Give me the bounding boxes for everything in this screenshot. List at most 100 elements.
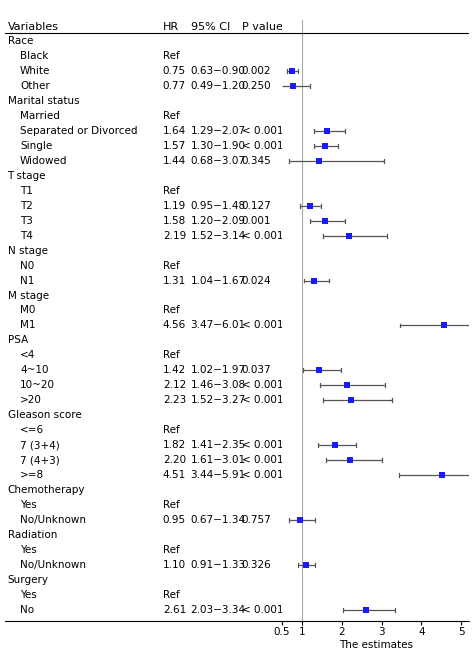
- Text: 1.57: 1.57: [163, 141, 186, 151]
- Text: HR: HR: [163, 23, 179, 32]
- Text: 3.44−5.91: 3.44−5.91: [191, 470, 246, 480]
- Text: < 0.001: < 0.001: [242, 126, 283, 136]
- Text: 95% CI: 95% CI: [191, 23, 230, 32]
- Text: < 0.001: < 0.001: [242, 605, 283, 615]
- Text: 1.41−2.35: 1.41−2.35: [191, 440, 246, 450]
- Text: 0.002: 0.002: [242, 66, 271, 76]
- Text: Other: Other: [20, 81, 50, 91]
- Text: 1.61−3.01: 1.61−3.01: [191, 455, 246, 465]
- Text: Ref: Ref: [163, 545, 180, 555]
- Text: 0.67−1.34: 0.67−1.34: [191, 515, 246, 525]
- Text: 1.44: 1.44: [163, 156, 186, 166]
- Text: <4: <4: [20, 351, 36, 361]
- Text: 1.82: 1.82: [163, 440, 186, 450]
- Text: Married: Married: [20, 111, 60, 121]
- Text: Widowed: Widowed: [20, 156, 67, 166]
- Text: 0.95: 0.95: [163, 515, 186, 525]
- Text: T stage: T stage: [8, 170, 46, 181]
- Text: N stage: N stage: [8, 245, 47, 255]
- Text: 1.46−3.08: 1.46−3.08: [191, 381, 246, 391]
- Text: 1.42: 1.42: [163, 365, 186, 375]
- Text: 4.51: 4.51: [163, 470, 186, 480]
- Text: Surgery: Surgery: [8, 575, 48, 585]
- Text: < 0.001: < 0.001: [242, 470, 283, 480]
- Text: 0.75: 0.75: [163, 66, 186, 76]
- Text: 0.326: 0.326: [242, 560, 272, 570]
- Text: < 0.001: < 0.001: [242, 381, 283, 391]
- Text: Marital status: Marital status: [8, 95, 79, 106]
- Text: >=8: >=8: [20, 470, 44, 480]
- Text: Ref: Ref: [163, 261, 180, 271]
- Text: Yes: Yes: [20, 545, 37, 555]
- Text: P value: P value: [242, 23, 283, 32]
- Text: 1.29−2.07: 1.29−2.07: [191, 126, 246, 136]
- Text: 1.10: 1.10: [163, 560, 186, 570]
- Text: 1.52−3.14: 1.52−3.14: [191, 231, 246, 241]
- Text: 1.30−1.90: 1.30−1.90: [191, 141, 246, 151]
- Text: T1: T1: [20, 186, 33, 196]
- Text: 0.91−1.33: 0.91−1.33: [191, 560, 246, 570]
- Text: 1.52−3.27: 1.52−3.27: [191, 395, 246, 405]
- Text: 0.757: 0.757: [242, 515, 272, 525]
- Text: 1.64: 1.64: [163, 126, 186, 136]
- Text: 0.63−0.90: 0.63−0.90: [191, 66, 246, 76]
- Text: Radiation: Radiation: [8, 530, 57, 540]
- Text: 4~10: 4~10: [20, 365, 48, 375]
- Text: 2.03−3.34: 2.03−3.34: [191, 605, 246, 615]
- Text: Race: Race: [8, 36, 33, 46]
- Text: 7 (3+4): 7 (3+4): [20, 440, 60, 450]
- Text: 10~20: 10~20: [20, 381, 55, 391]
- Text: 2.23: 2.23: [163, 395, 186, 405]
- Text: T3: T3: [20, 215, 33, 225]
- Text: White: White: [20, 66, 50, 76]
- Text: >20: >20: [20, 395, 42, 405]
- Text: 1.19: 1.19: [163, 201, 186, 211]
- Text: 4.56: 4.56: [163, 320, 186, 330]
- Text: < 0.001: < 0.001: [242, 440, 283, 450]
- Text: PSA: PSA: [8, 335, 28, 345]
- Text: Ref: Ref: [163, 111, 180, 121]
- Text: 2.61: 2.61: [163, 605, 186, 615]
- Text: T4: T4: [20, 231, 33, 241]
- Text: < 0.001: < 0.001: [242, 395, 283, 405]
- Text: <=6: <=6: [20, 425, 44, 436]
- Text: Separated or Divorced: Separated or Divorced: [20, 126, 137, 136]
- Text: Ref: Ref: [163, 306, 180, 316]
- Text: 3.47−6.01: 3.47−6.01: [191, 320, 246, 330]
- Text: Black: Black: [20, 51, 48, 61]
- Text: 0.024: 0.024: [242, 276, 272, 286]
- Text: M1: M1: [20, 320, 36, 330]
- Text: Gleason score: Gleason score: [8, 410, 81, 420]
- Text: Yes: Yes: [20, 590, 37, 600]
- Text: 0.345: 0.345: [242, 156, 272, 166]
- Text: M0: M0: [20, 306, 36, 316]
- Text: Ref: Ref: [163, 425, 180, 436]
- Text: N0: N0: [20, 261, 34, 271]
- Text: Ref: Ref: [163, 590, 180, 600]
- Text: No: No: [20, 605, 34, 615]
- Text: 1.31: 1.31: [163, 276, 186, 286]
- Text: 2.19: 2.19: [163, 231, 186, 241]
- Text: No/Unknown: No/Unknown: [20, 515, 86, 525]
- Text: 0.95−1.48: 0.95−1.48: [191, 201, 246, 211]
- Text: N1: N1: [20, 276, 35, 286]
- Text: 2.12: 2.12: [163, 381, 186, 391]
- Text: 0.77: 0.77: [163, 81, 186, 91]
- Text: 0.68−3.07: 0.68−3.07: [191, 156, 246, 166]
- Text: 0.250: 0.250: [242, 81, 272, 91]
- Text: Ref: Ref: [163, 51, 180, 61]
- Text: 1.04−1.67: 1.04−1.67: [191, 276, 246, 286]
- Text: Yes: Yes: [20, 500, 37, 511]
- Text: 1.58: 1.58: [163, 215, 186, 225]
- Text: T2: T2: [20, 201, 33, 211]
- Text: 1.20−2.09: 1.20−2.09: [191, 215, 246, 225]
- X-axis label: The estimates: The estimates: [338, 640, 413, 650]
- Text: 0.49−1.20: 0.49−1.20: [191, 81, 246, 91]
- Text: Variables: Variables: [8, 23, 58, 32]
- Text: < 0.001: < 0.001: [242, 455, 283, 465]
- Text: Single: Single: [20, 141, 52, 151]
- Text: 0.037: 0.037: [242, 365, 272, 375]
- Text: 0.001: 0.001: [242, 215, 271, 225]
- Text: < 0.001: < 0.001: [242, 231, 283, 241]
- Text: Chemotherapy: Chemotherapy: [8, 485, 85, 495]
